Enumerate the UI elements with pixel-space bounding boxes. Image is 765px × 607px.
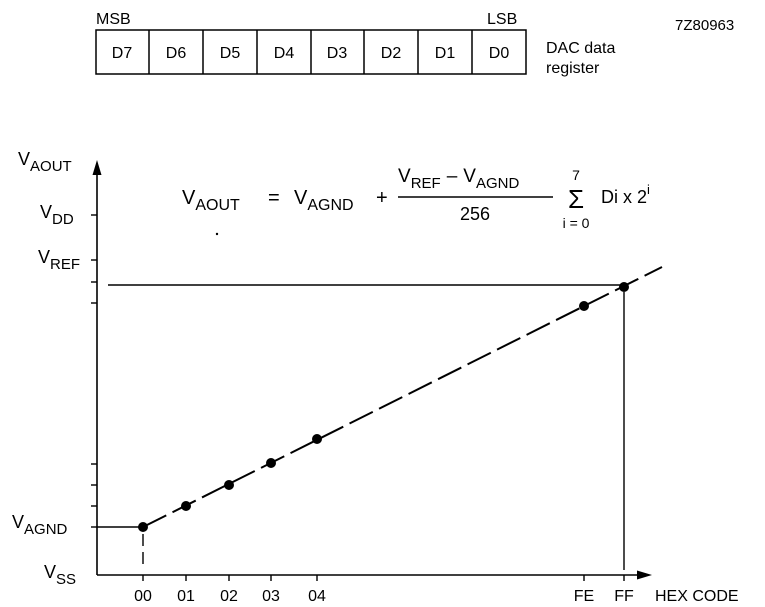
tick-label-00: 00 [134,588,152,605]
x-axis-label: HEX CODE [655,588,739,605]
svg-text:VREF–VAGND: VREF – VAGND [398,166,519,192]
point-00 [138,522,148,532]
svg-text:256: 256 [460,204,490,224]
point-03 [266,458,276,468]
register-caption-line2: register [546,60,600,77]
transfer-formula: VAOUT = VAGND + VREF – VAGND 256 7 Σ i = 0… [182,166,650,231]
svg-text:VSS: VSS [44,562,76,588]
svg-text:Di x 2i: Di x 2i [601,182,650,207]
label-vref: VREF [38,247,80,273]
tick-label-ff: FF [614,588,634,605]
svg-text:+: + [376,187,388,209]
svg-text:VAGND: VAGND [12,512,68,538]
svg-text:Σ: Σ [568,184,584,214]
tick-label-04: 04 [308,588,326,605]
code-points [138,282,629,532]
svg-text:VAGND: VAGND [294,187,354,214]
label-vdd: VDD [40,202,74,228]
bit-d6: D6 [166,45,187,62]
msb-label: MSB [96,11,131,28]
bit-d1: D1 [435,45,456,62]
bit-d3: D3 [327,45,348,62]
point-02 [224,480,234,490]
tick-label-01: 01 [177,588,195,605]
figure-id: 7Z80963 [675,17,734,34]
y-axis-ticks [91,214,97,528]
bit-d2: D2 [381,45,402,62]
tick-label-fe: FE [574,588,594,605]
svg-text:7: 7 [572,167,580,183]
label-vss: VSS [44,562,76,588]
svg-text:=: = [268,187,280,209]
x-axis [97,570,652,580]
bit-d4: D4 [274,45,295,62]
tick-label-02: 02 [220,588,238,605]
stray-dot [215,232,219,236]
x-axis-ticks [142,575,625,581]
svg-text:VAOUT: VAOUT [182,187,240,214]
svg-text:VAOUT: VAOUT [18,149,72,175]
label-vaout: VAOUT [18,149,72,175]
tick-label-03: 03 [262,588,280,605]
lsb-label: LSB [487,11,517,28]
point-ff [619,282,629,292]
register-caption-line1: DAC data [546,40,615,57]
y-axis [92,160,102,575]
bit-d7: D7 [112,45,133,62]
bit-d0: D0 [489,45,510,62]
svg-text:i = 0: i = 0 [563,215,590,231]
dac-data-register: D7 D6 D5 D4 D3 D2 D1 D0 [95,29,527,75]
point-04 [312,434,322,444]
bit-d5: D5 [220,45,241,62]
label-vagnd: VAGND [12,512,68,538]
svg-text:VDD: VDD [40,202,74,228]
transfer-characteristic-line [142,266,663,528]
svg-text:VREF: VREF [38,247,80,273]
point-fe [579,301,589,311]
point-01 [181,501,191,511]
